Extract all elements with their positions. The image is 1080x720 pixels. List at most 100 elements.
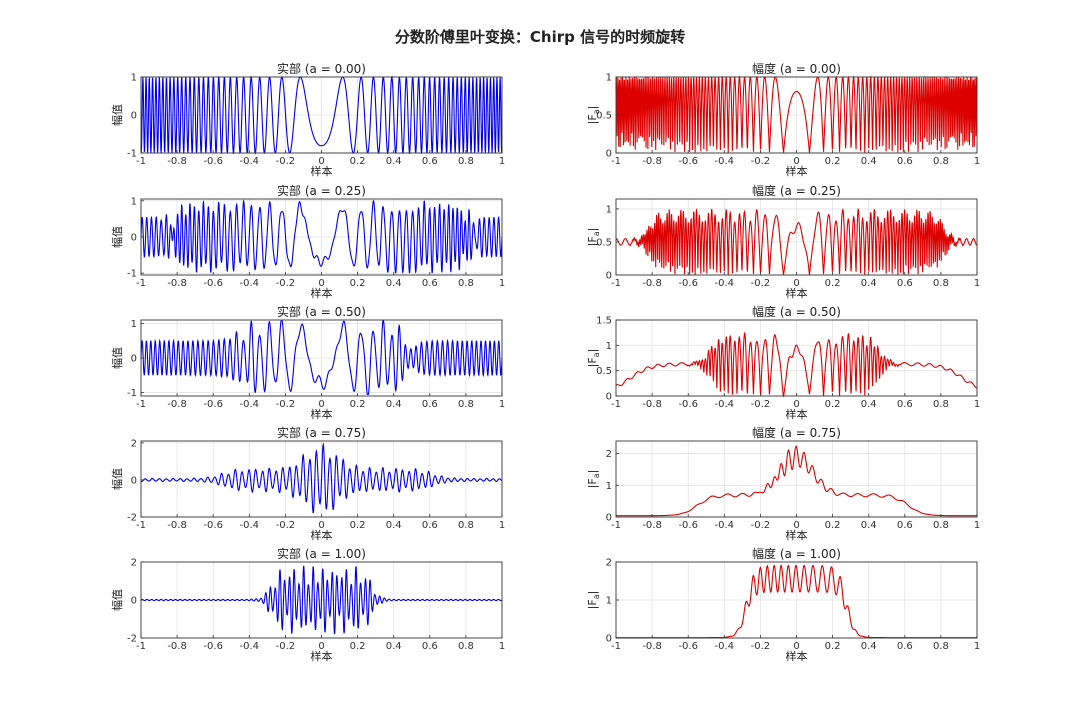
y-axis-label: 幅值 — [111, 226, 124, 248]
x-tick-label: 0.4 — [386, 641, 402, 652]
x-tick-label: 0.2 — [350, 278, 366, 289]
subplot-magnitude-4: -1 -0.8 -0.6 -0.4 -0.2 0 0.2 0.4 0.6 0.8 1 0 1 2 幅度 (a… — [586, 546, 980, 663]
x-tick-label: 0.2 — [350, 641, 366, 652]
x-tick-label: -0.8 — [642, 399, 662, 410]
x-tick-label: 0 — [318, 156, 324, 167]
x-tick-label: 0.6 — [422, 520, 438, 531]
x-tick-label: -0.8 — [167, 641, 187, 652]
y-tick-label: -2 — [127, 634, 137, 645]
subplot-title: 幅度 (a = 0.75) — [752, 425, 841, 440]
series-line-real-1 — [140, 199, 503, 274]
y-tick-label: 0.5 — [596, 111, 612, 122]
x-tick-label: -0.2 — [276, 156, 296, 167]
x-tick-label: 0.2 — [825, 641, 841, 652]
x-tick-label: -1 — [136, 399, 146, 410]
subplot-real-2: -1 -0.8 -0.6 -0.4 -0.2 0 0.2 0.4 0.6 0.8 1 -1 0 1 实部 (… — [111, 304, 505, 421]
x-tick-label: 0.2 — [350, 399, 366, 410]
x-tick-label: 0.8 — [933, 641, 949, 652]
x-tick-label: 1 — [974, 641, 980, 652]
y-tick-label: 1 — [131, 196, 137, 207]
x-tick-label: -0.4 — [715, 278, 735, 289]
x-tick-label: 0.2 — [825, 278, 841, 289]
subplot-real-3: -1 -0.8 -0.6 -0.4 -0.2 0 0.2 0.4 0.6 0.8 1 -2 0 2 实部 (… — [111, 425, 505, 542]
x-tick-label: 1 — [499, 156, 505, 167]
x-tick-label: -0.4 — [715, 520, 735, 531]
x-axis-label: 样本 — [311, 164, 333, 178]
x-tick-label: -1 — [136, 278, 146, 289]
x-tick-label: 0 — [793, 156, 799, 167]
x-tick-label: -0.2 — [276, 278, 296, 289]
x-axis-label: 样本 — [786, 164, 808, 178]
x-tick-label: 0 — [318, 278, 324, 289]
x-tick-label: -1 — [136, 156, 146, 167]
y-tick-label: 2 — [606, 449, 612, 460]
x-tick-label: 0 — [318, 520, 324, 531]
x-tick-label: -1 — [611, 156, 621, 167]
x-axis-label: 样本 — [786, 407, 808, 421]
x-tick-label: 0.2 — [350, 156, 366, 167]
y-tick-label: 0 — [606, 149, 612, 160]
y-tick-label: 1 — [606, 596, 612, 607]
x-tick-label: 1 — [499, 520, 505, 531]
x-tick-label: 0.4 — [386, 399, 402, 410]
x-tick-label: 0.6 — [897, 641, 913, 652]
y-tick-label: 0 — [131, 596, 137, 607]
y-tick-label: 2 — [131, 558, 137, 569]
y-axis-label: 幅值 — [111, 104, 124, 126]
x-tick-label: 0.6 — [422, 278, 438, 289]
x-tick-label: 0.2 — [350, 520, 366, 531]
x-tick-label: 0.4 — [386, 520, 402, 531]
x-tick-label: 0.4 — [861, 399, 877, 410]
subplot-title: 实部 (a = 0.75) — [277, 425, 366, 440]
x-tick-label: 0 — [793, 399, 799, 410]
x-tick-label: -1 — [611, 278, 621, 289]
y-axis-label: 幅值 — [111, 347, 124, 369]
y-tick-label: 1 — [606, 341, 612, 352]
x-tick-label: 0.8 — [458, 520, 474, 531]
x-tick-label: -0.8 — [642, 641, 662, 652]
y-tick-label: 0 — [131, 233, 137, 244]
x-tick-label: 0 — [793, 520, 799, 531]
x-tick-label: -0.8 — [167, 278, 187, 289]
x-tick-label: 0.8 — [458, 278, 474, 289]
y-tick-label: 0 — [131, 354, 137, 365]
x-tick-label: -0.8 — [167, 399, 187, 410]
x-tick-label: 0.8 — [933, 399, 949, 410]
subplot-magnitude-2: -1 -0.8 -0.6 -0.4 -0.2 0 0.2 0.4 0.6 0.8 1 0 0.5 1 1.5… — [586, 304, 980, 421]
x-tick-label: 0.8 — [458, 156, 474, 167]
x-tick-label: -0.6 — [203, 399, 223, 410]
x-axis-label: 样本 — [311, 286, 333, 300]
y-axis-label: 幅值 — [111, 468, 124, 490]
y-tick-label: 0.5 — [596, 366, 612, 377]
y-tick-label: 1 — [131, 319, 137, 330]
x-tick-label: 1 — [974, 278, 980, 289]
y-tick-label: 2 — [131, 438, 137, 449]
subplot-title: 幅度 (a = 0.00) — [752, 61, 841, 76]
subplot-title: 幅度 (a = 0.25) — [752, 183, 841, 198]
x-tick-label: 1 — [974, 399, 980, 410]
x-tick-label: -1 — [611, 520, 621, 531]
y-axis-label: |Fa| — [586, 470, 601, 489]
y-tick-label: 0 — [131, 111, 137, 122]
x-tick-label: -1 — [611, 641, 621, 652]
x-axis-label: 样本 — [311, 649, 333, 663]
x-tick-label: 1 — [499, 278, 505, 289]
y-axis-label: |Fa| — [586, 349, 601, 368]
x-tick-label: -0.2 — [276, 641, 296, 652]
x-tick-label: 0.6 — [897, 520, 913, 531]
series-line-magnitude-1 — [615, 207, 978, 275]
x-tick-label: 0.2 — [825, 399, 841, 410]
x-tick-label: -0.8 — [167, 520, 187, 531]
x-tick-label: -0.2 — [751, 399, 771, 410]
x-tick-label: -0.6 — [678, 156, 698, 167]
x-tick-label: -0.6 — [678, 520, 698, 531]
series-line-magnitude-3 — [616, 445, 977, 517]
y-tick-label: 1.5 — [596, 316, 612, 327]
x-tick-label: 0.8 — [933, 520, 949, 531]
y-tick-label: 0 — [606, 271, 612, 282]
y-tick-label: -1 — [127, 149, 137, 160]
x-tick-label: -0.2 — [751, 156, 771, 167]
subplot-real-4: -1 -0.8 -0.6 -0.4 -0.2 0 0.2 0.4 0.6 0.8 1 -2 0 2 实部 (… — [111, 546, 505, 663]
